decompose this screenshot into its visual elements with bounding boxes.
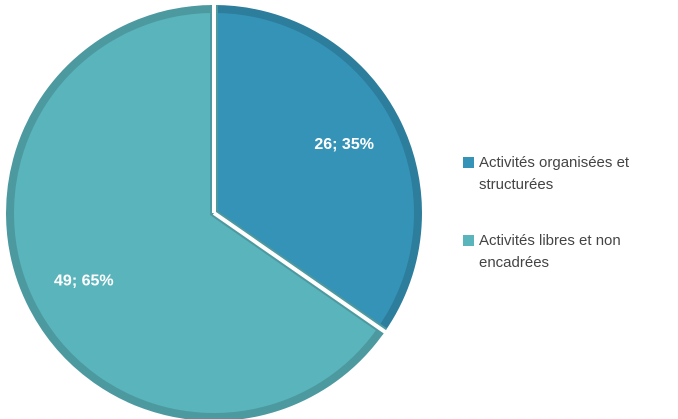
pie-slice xyxy=(210,4,422,335)
slice-separator xyxy=(212,211,388,335)
legend-item: Activités libres et non encadrées xyxy=(463,230,644,274)
legend-label: Activités libres et non encadrées xyxy=(479,232,621,271)
data-label: 49; 65% xyxy=(54,272,114,289)
legend-swatch xyxy=(463,157,474,168)
legend-swatch xyxy=(463,235,474,246)
data-label: 26; 35% xyxy=(314,136,374,153)
pie-slice xyxy=(6,4,388,419)
legend-item: Activités organisées et structurées xyxy=(463,152,644,196)
legend-label: Activités organisées et structurées xyxy=(479,154,630,193)
